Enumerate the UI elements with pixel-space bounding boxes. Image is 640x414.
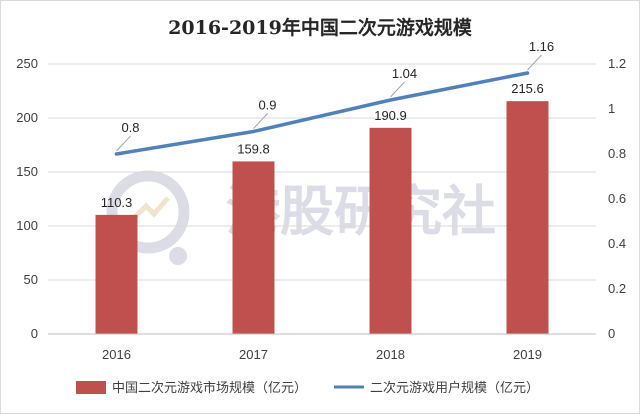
line-data-label: 1.16 bbox=[529, 39, 554, 54]
line-point bbox=[252, 130, 255, 133]
y-right-tick-label: 0.2 bbox=[608, 281, 626, 296]
chart-title: 2016-2019年中国二次元游戏规模 bbox=[168, 16, 473, 39]
line-label-leader bbox=[253, 113, 268, 129]
legend-line-label: 二次元游戏用户规模（亿元） bbox=[370, 380, 539, 396]
line-point bbox=[389, 98, 392, 102]
x-tick-label: 2019 bbox=[513, 347, 542, 362]
y-axis-left: 0 50 100 150 200 250 bbox=[16, 56, 38, 341]
watermark-logo-icon bbox=[106, 170, 190, 265]
y-right-tick-label: 1 bbox=[608, 101, 615, 116]
x-tick-label: 2017 bbox=[239, 347, 268, 362]
legend: 中国二次元游戏市场规模（亿元） 二次元游戏用户规模（亿元） bbox=[76, 380, 539, 396]
line-series bbox=[114, 71, 530, 156]
bar-data-label: 215.6 bbox=[511, 81, 544, 96]
bar bbox=[95, 214, 138, 334]
y-left-tick-label: 0 bbox=[31, 326, 38, 341]
y-left-tick-label: 200 bbox=[16, 110, 38, 125]
legend-bar-swatch bbox=[76, 381, 106, 394]
bar-data-label: 190.9 bbox=[374, 108, 407, 123]
y-left-tick-label: 100 bbox=[16, 218, 38, 233]
bar-series bbox=[95, 101, 549, 334]
y-left-tick-label: 150 bbox=[16, 164, 38, 179]
y-right-tick-label: 0 bbox=[608, 326, 615, 341]
bar bbox=[369, 127, 412, 334]
y-right-tick-label: 0.4 bbox=[608, 236, 626, 251]
line-data-label: 1.04 bbox=[392, 66, 417, 81]
line-label-leader bbox=[527, 54, 542, 71]
y-left-tick-label: 50 bbox=[24, 272, 38, 287]
line-point bbox=[115, 152, 118, 156]
x-tick-label: 2016 bbox=[102, 347, 131, 362]
y-right-tick-label: 0.6 bbox=[608, 191, 626, 206]
line-point bbox=[526, 71, 529, 75]
series-line bbox=[114, 71, 530, 156]
bar-data-label: 110.3 bbox=[101, 195, 133, 210]
y-right-tick-label: 1.2 bbox=[608, 56, 626, 71]
y-left-tick-label: 250 bbox=[16, 56, 38, 71]
y-axis-right: 0 0.2 0.4 0.6 0.8 1 1.2 bbox=[608, 56, 626, 341]
line-data-label: 0.8 bbox=[121, 120, 139, 135]
line-label-leader bbox=[116, 135, 131, 152]
bar-data-label: 159.8 bbox=[237, 141, 270, 156]
legend-bar-label: 中国二次元游戏市场规模（亿元） bbox=[112, 380, 307, 396]
y-right-tick-label: 0.8 bbox=[608, 146, 626, 161]
bar bbox=[232, 161, 275, 334]
x-axis: 2016 2017 2018 2019 bbox=[48, 333, 596, 362]
line-data-label: 0.9 bbox=[258, 98, 276, 113]
x-tick-label: 2018 bbox=[376, 347, 405, 362]
data-labels: 110.3 159.8 190.9 215.6 0.8 0.9 1.04 1.16 bbox=[101, 39, 554, 210]
bar bbox=[506, 101, 549, 334]
line-label-leader bbox=[390, 81, 405, 98]
